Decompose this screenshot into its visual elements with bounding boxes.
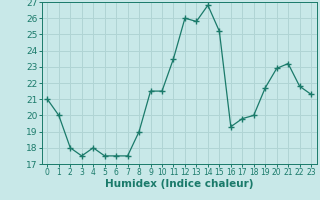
X-axis label: Humidex (Indice chaleur): Humidex (Indice chaleur): [105, 179, 253, 189]
